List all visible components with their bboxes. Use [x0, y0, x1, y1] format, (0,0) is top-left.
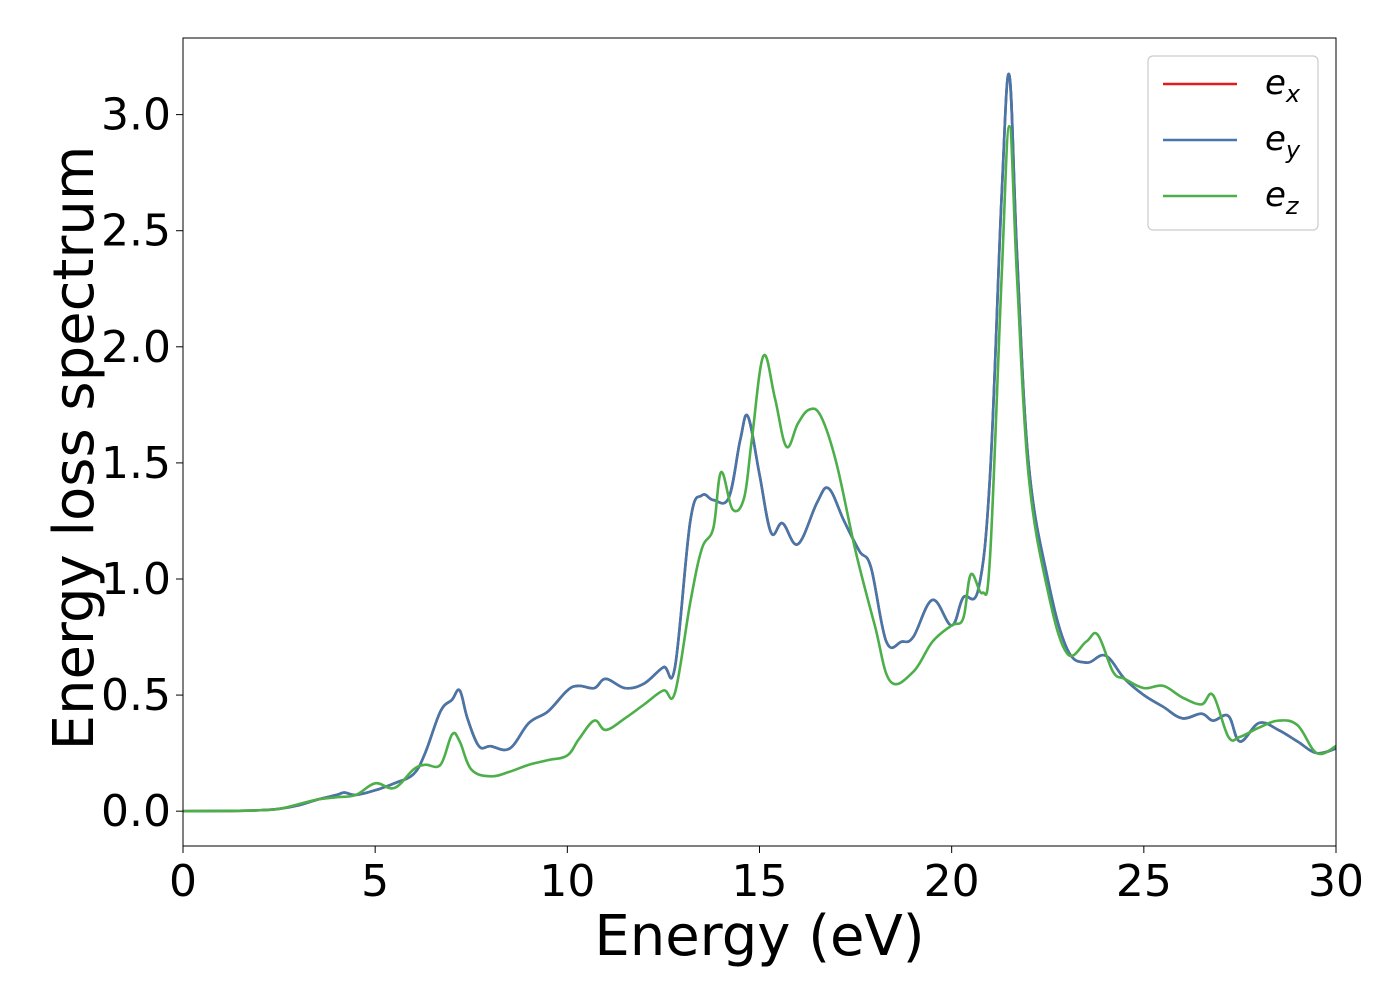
- y-tick-label: 1.5: [101, 438, 171, 489]
- y-tick-label: 0.0: [101, 786, 171, 837]
- x-tick-label: 15: [732, 856, 788, 907]
- x-axis-ticks: 0 5 10 15 20 25 30: [169, 846, 1364, 907]
- legend-label-ex: ex: [1265, 63, 1301, 108]
- legend: ex ey ez: [1147, 55, 1319, 231]
- x-tick-label: 5: [361, 856, 389, 907]
- x-tick-label: 20: [924, 856, 980, 907]
- y-tick-label: 2.0: [101, 322, 171, 373]
- y-tick-label: 1.0: [101, 554, 171, 605]
- y-axis-label: Energy loss spectrum: [42, 146, 107, 751]
- y-axis-ticks: 0.0 0.5 1.0 1.5 2.0 2.5 3.0: [101, 90, 183, 837]
- x-tick-label: 10: [539, 856, 595, 907]
- legend-label-ez: ez: [1265, 175, 1300, 220]
- series-line-ez: [182, 124, 1337, 813]
- x-axis-label: Energy (eV): [594, 904, 924, 969]
- legend-box: [1147, 55, 1319, 231]
- x-tick-label: 25: [1116, 856, 1172, 907]
- y-tick-label: 3.0: [101, 90, 171, 141]
- y-tick-label: 2.5: [101, 206, 171, 257]
- x-tick-label: 0: [169, 856, 197, 907]
- plot-lines: [182, 72, 1337, 813]
- legend-label-ey: ey: [1265, 119, 1301, 164]
- y-tick-label: 0.5: [101, 670, 171, 721]
- x-tick-label: 30: [1308, 856, 1364, 907]
